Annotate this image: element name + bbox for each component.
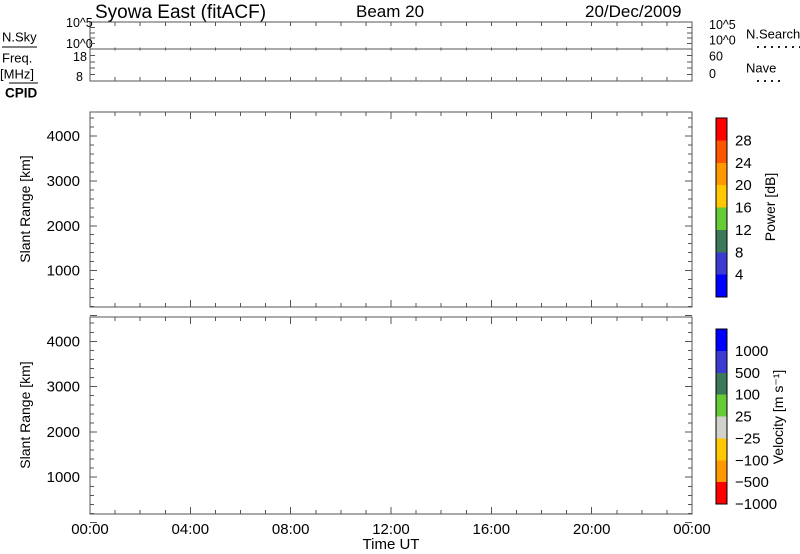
svg-text:Beam 20: Beam 20: [356, 2, 424, 21]
svg-text:1000: 1000: [735, 343, 768, 360]
svg-text:18: 18: [73, 50, 87, 64]
svg-text:Power [dB]: Power [dB]: [762, 173, 778, 241]
svg-text:Freq.: Freq.: [2, 51, 32, 66]
svg-text:−500: −500: [735, 474, 769, 491]
svg-text:[MHz]: [MHz]: [0, 67, 34, 82]
svg-text:1000: 1000: [47, 263, 80, 280]
svg-text:100: 100: [735, 387, 760, 404]
svg-text:25: 25: [735, 409, 752, 426]
svg-text:1000: 1000: [47, 469, 80, 486]
svg-text:60: 60: [709, 50, 723, 64]
svg-text:08:00: 08:00: [272, 521, 310, 538]
svg-text:−25: −25: [735, 430, 760, 447]
svg-text:20/Dec/2009: 20/Dec/2009: [585, 2, 681, 21]
svg-text:2000: 2000: [47, 218, 80, 235]
svg-text:3000: 3000: [47, 379, 80, 396]
svg-text:N.Search: N.Search: [746, 27, 800, 42]
svg-text:00:00: 00:00: [673, 521, 711, 538]
svg-text:4000: 4000: [47, 128, 80, 145]
svg-text:Time UT: Time UT: [363, 536, 420, 553]
svg-text:04:00: 04:00: [172, 521, 210, 538]
svg-text:28: 28: [735, 132, 752, 149]
svg-text:16:00: 16:00: [473, 521, 511, 538]
svg-text:N.Sky: N.Sky: [2, 30, 37, 45]
svg-text:16: 16: [735, 200, 752, 217]
svg-text:3000: 3000: [47, 173, 80, 190]
svg-text:20: 20: [735, 177, 752, 194]
svg-text:8: 8: [735, 244, 743, 261]
svg-text:10^5: 10^5: [709, 18, 736, 32]
svg-text:24: 24: [735, 155, 752, 172]
svg-text:2000: 2000: [47, 424, 80, 441]
svg-text:500: 500: [735, 365, 760, 382]
svg-text:12: 12: [735, 222, 752, 239]
svg-text:Velocity [m s⁻¹]: Velocity [m s⁻¹]: [770, 370, 786, 465]
svg-text:20:00: 20:00: [573, 521, 611, 538]
svg-text:CPID: CPID: [5, 86, 38, 101]
svg-text:Slant Range [km]: Slant Range [km]: [17, 155, 33, 262]
svg-text:−1000: −1000: [735, 496, 777, 513]
svg-text:0: 0: [709, 67, 716, 81]
svg-text:8: 8: [76, 70, 83, 84]
svg-text:Syowa East (fitACF): Syowa East (fitACF): [95, 2, 266, 23]
svg-text:10^0: 10^0: [66, 37, 93, 51]
svg-text:−100: −100: [735, 452, 769, 469]
svg-text:00:00: 00:00: [71, 521, 109, 538]
svg-text:Slant Range [km]: Slant Range [km]: [17, 361, 33, 468]
svg-text:4000: 4000: [47, 333, 80, 350]
svg-text:4: 4: [735, 267, 743, 284]
svg-text:10^5: 10^5: [66, 16, 93, 30]
svg-text:10^0: 10^0: [709, 34, 736, 48]
svg-text:12:00: 12:00: [372, 521, 410, 538]
svg-text:Nave: Nave: [746, 61, 776, 76]
